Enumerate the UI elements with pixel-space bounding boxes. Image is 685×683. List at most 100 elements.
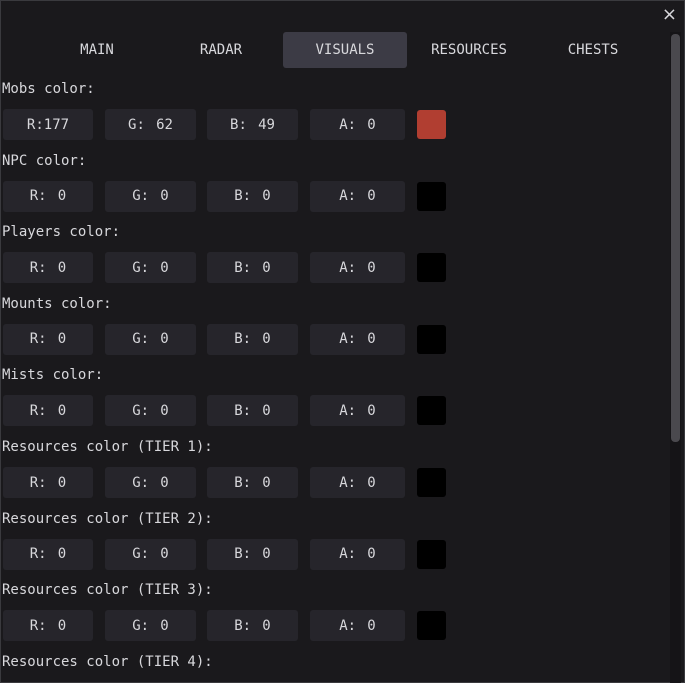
channel-label: A: [339,546,357,563]
close-button[interactable]: × [661,4,677,25]
color-field[interactable]: R: 177 [3,109,93,140]
color-swatch[interactable] [417,324,446,354]
channel-label: R: [29,331,47,348]
channel-label: A: [339,116,357,133]
color-field[interactable]: A: 0 [310,180,405,212]
channel-value: 0 [367,116,376,133]
color-field[interactable]: G: 0 [105,538,196,570]
channel-label: R: [29,402,47,419]
channel-value: 0 [160,331,169,348]
channel-value: 0 [160,188,169,205]
tab[interactable]: VISUALS [283,32,407,68]
section-label: Mobs color: [2,81,95,97]
color-field[interactable]: B: 0 [207,538,298,570]
channel-label: A: [339,188,357,205]
channel-value: 0 [262,546,271,563]
channel-value: 0 [57,259,67,276]
color-field[interactable]: A: 0 [310,467,405,498]
color-field[interactable]: B: 0 [207,180,298,212]
color-field[interactable]: R: 0 [3,395,93,427]
color-field[interactable]: A: 0 [310,538,405,570]
channel-value: 62 [156,116,173,133]
section-label: Resources color (TIER 1): [2,439,213,455]
color-field[interactable]: B: 49 [207,109,298,140]
channel-label: R: [26,116,44,133]
section-label: Mounts color: [2,295,112,312]
color-swatch[interactable] [417,539,446,569]
channel-value: 0 [262,331,271,348]
channel-value: 0 [57,331,67,348]
channel-value: 49 [258,116,275,133]
channel-value: 0 [57,546,67,563]
color-field[interactable]: G: 0 [105,467,196,498]
channel-value: 0 [262,402,271,419]
channel-value: 0 [367,474,376,491]
color-field[interactable]: B: 0 [207,252,298,284]
scroll-thumb[interactable] [671,34,680,442]
channel-label: B: [234,617,252,634]
color-swatch[interactable] [417,611,446,641]
color-field[interactable]: G: 0 [105,252,196,284]
channel-label: G: [132,402,150,419]
channel-label: G: [132,188,150,205]
color-field[interactable]: B: 0 [207,610,298,642]
color-field[interactable]: A: 0 [310,109,405,140]
channel-value: 0 [57,474,67,491]
color-field[interactable]: R: 0 [3,323,93,355]
channel-value: 0 [367,259,376,276]
channel-label: A: [339,259,357,276]
tab[interactable]: RESOURCES [431,42,507,58]
color-field[interactable]: R: 0 [3,180,93,212]
channel-value: 0 [160,546,169,563]
color-field[interactable]: R: 0 [3,610,93,642]
color-field[interactable]: B: 0 [207,467,298,498]
channel-value: 0 [367,188,376,205]
channel-value: 0 [57,617,67,634]
color-field[interactable]: G: 0 [105,610,196,642]
section-label: Players color: [2,224,121,241]
channel-label: R: [29,259,47,276]
color-swatch[interactable] [417,181,446,211]
channel-value: 0 [262,474,271,491]
channel-label: B: [234,474,252,491]
channel-value: 0 [262,259,271,276]
tab[interactable]: CHESTS [567,42,619,58]
color-swatch[interactable] [417,468,446,497]
color-swatch[interactable] [417,396,446,426]
tab[interactable]: MAIN [80,42,114,58]
section-label: Resources color (TIER 4): [2,653,213,670]
channel-value: 0 [57,402,67,419]
channel-label: G: [132,617,150,634]
color-field[interactable]: A: 0 [310,395,405,427]
color-swatch[interactable] [417,253,446,283]
color-field[interactable]: A: 0 [310,252,405,284]
color-field[interactable]: B: 0 [207,395,298,427]
color-field[interactable]: R: 0 [3,538,93,570]
color-field[interactable]: A: 0 [310,610,405,642]
color-field[interactable]: G: 0 [105,323,196,355]
color-field[interactable]: G: 0 [105,180,196,212]
channel-label: B: [234,546,252,563]
channel-value: 0 [262,188,271,205]
channel-value: 177 [43,116,70,133]
channel-label: G: [132,546,150,563]
channel-label: A: [339,617,357,634]
channel-label: R: [29,188,47,205]
tab[interactable]: RADAR [199,42,243,58]
section-label: NPC color: [2,152,87,169]
color-field[interactable]: R: 0 [3,467,93,498]
channel-label: A: [339,402,357,419]
channel-label: G: [132,259,150,276]
channel-label: R: [29,617,47,634]
color-field[interactable]: A: 0 [310,323,405,355]
channel-label: R: [29,474,47,491]
color-field[interactable]: B: 0 [207,323,298,355]
color-field[interactable]: R: 0 [3,252,93,284]
section-label: Resources color (TIER 2): [2,510,213,527]
channel-label: A: [339,474,357,491]
color-field[interactable]: G: 62 [105,109,196,140]
color-swatch[interactable] [417,110,446,139]
color-field[interactable]: G: 0 [105,395,196,427]
channel-value: 0 [160,259,169,276]
